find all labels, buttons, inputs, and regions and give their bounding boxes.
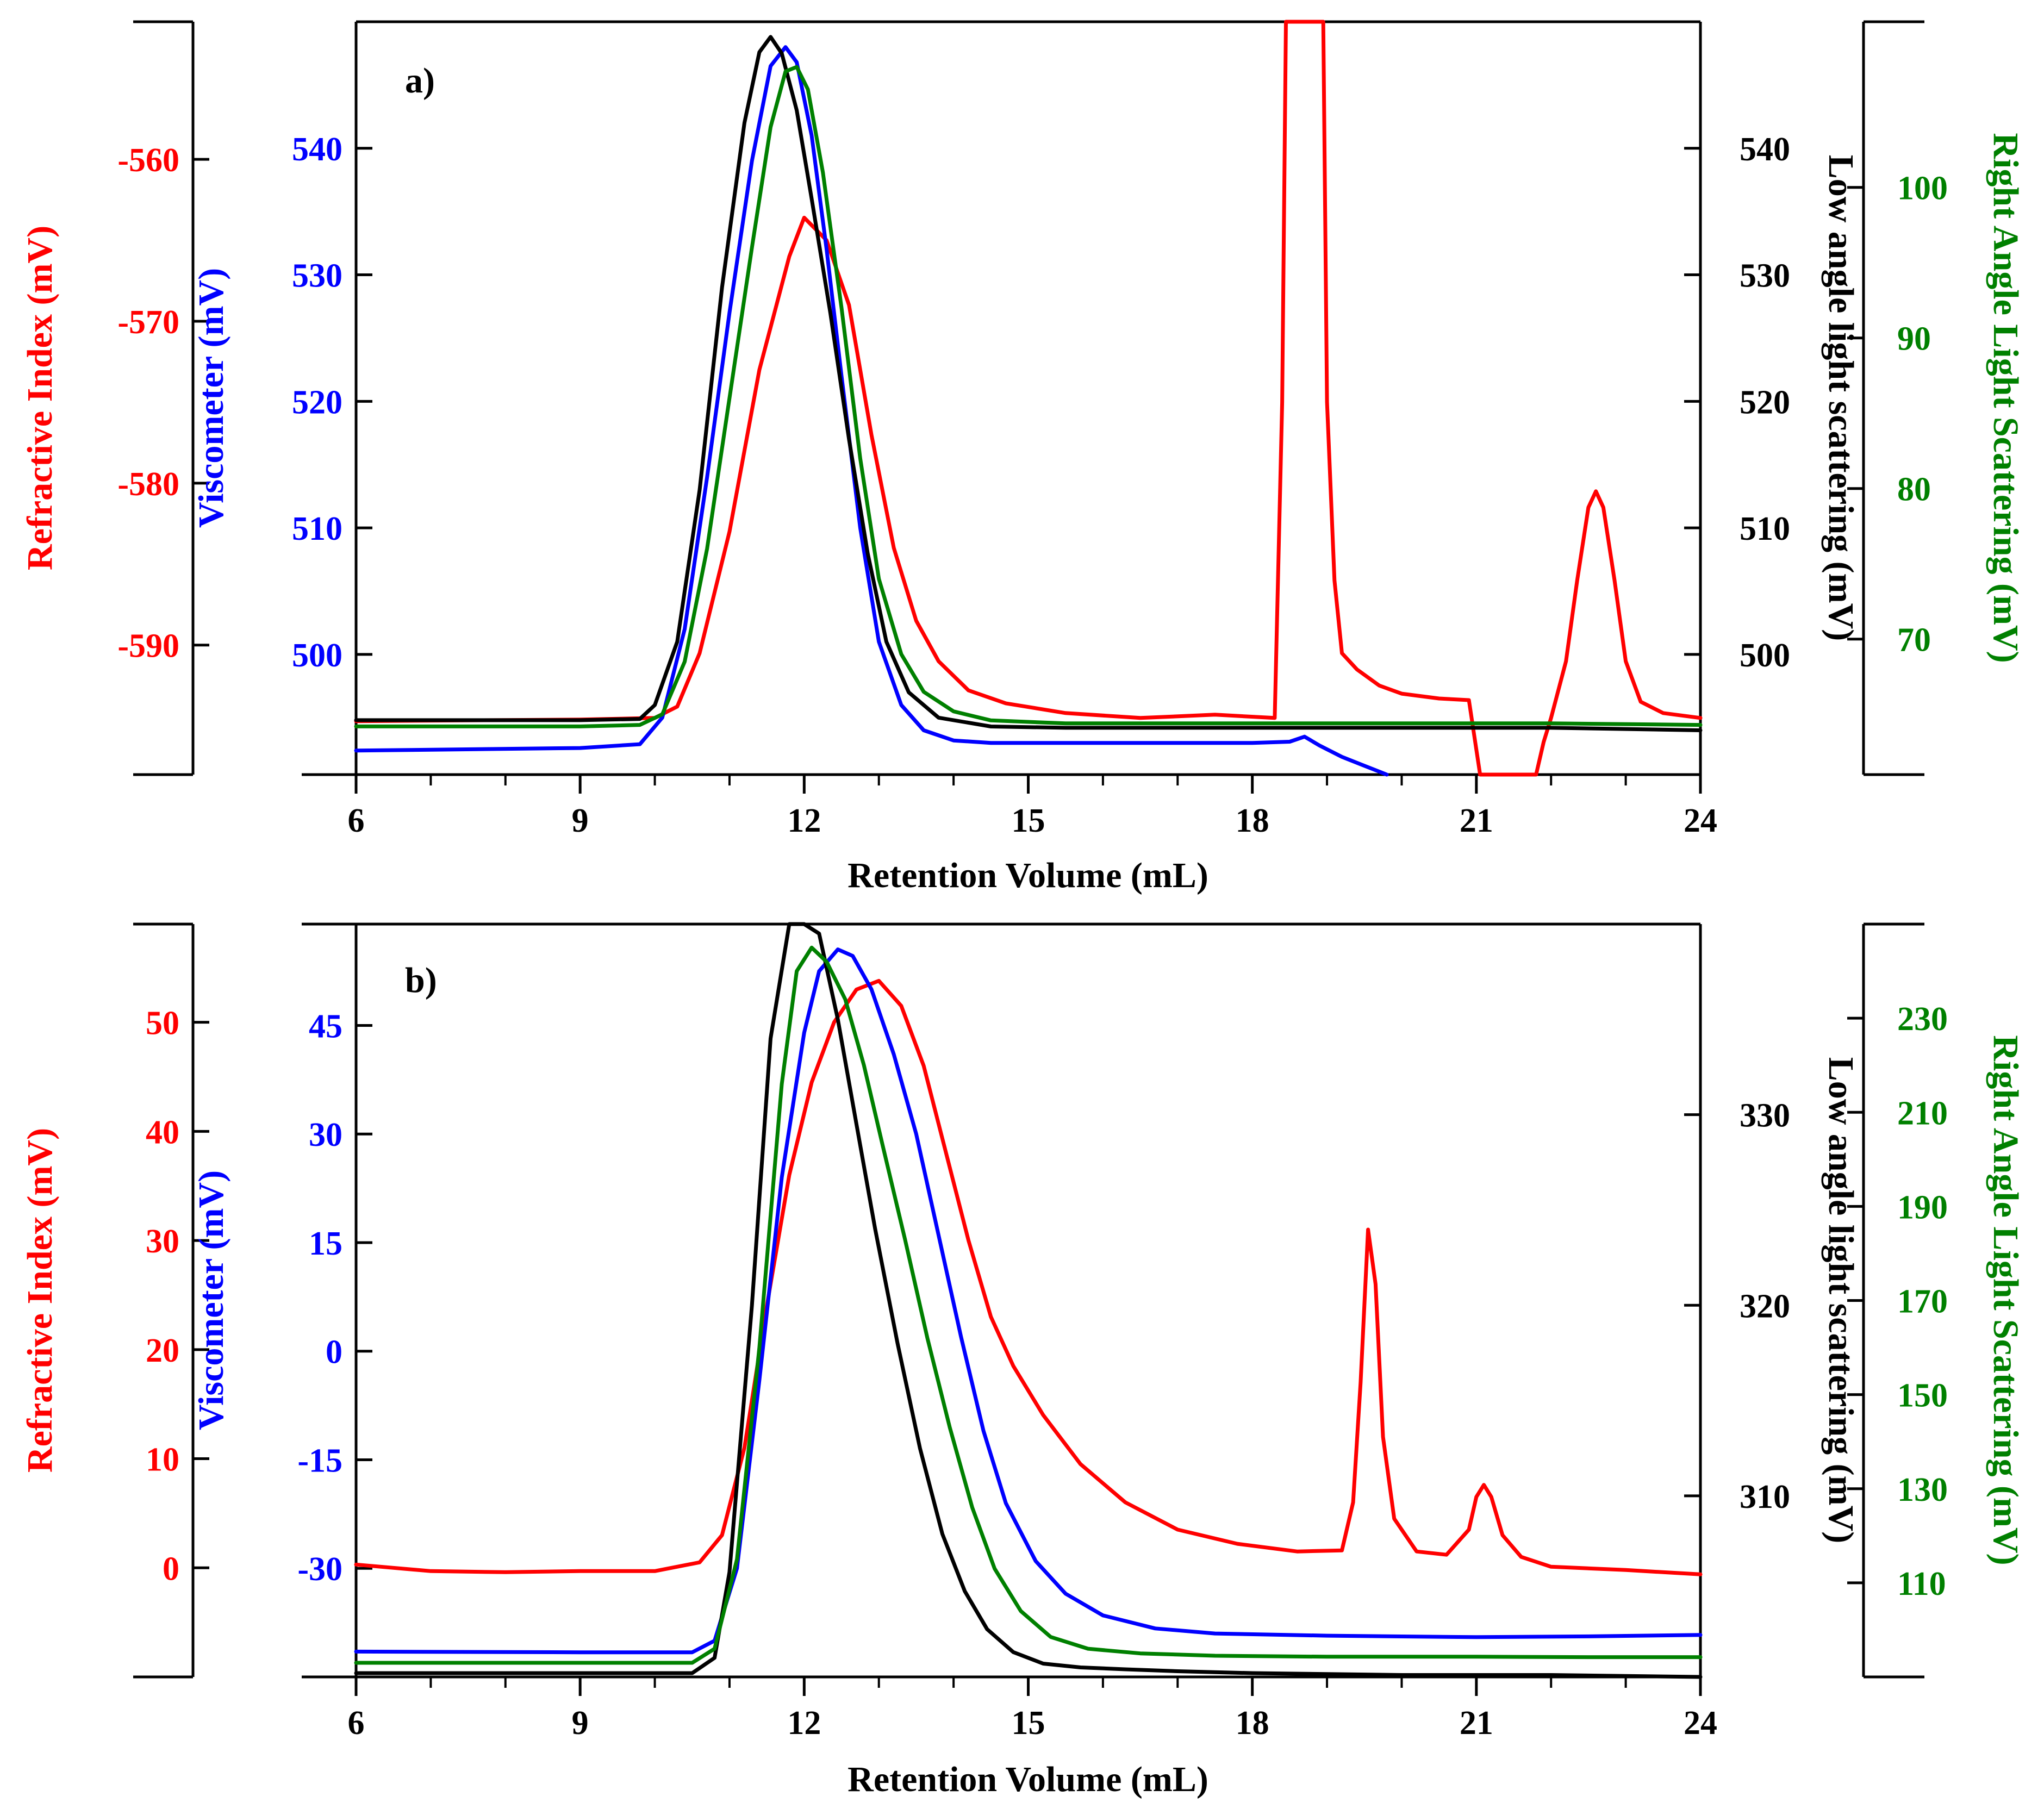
panel-a-visc-tick-label: 530 <box>292 258 342 295</box>
panel-b-series-ri-line <box>354 978 1703 1576</box>
panel-b-rals-tick-label: 150 <box>1897 1377 1948 1414</box>
panel-a-rals-tick-label: 70 <box>1897 622 1931 659</box>
panel-b-visc-tick-label: 15 <box>309 1225 342 1262</box>
panel-a-ri-axis-title: Refractive Index (mV) <box>20 226 60 570</box>
panel-a-ri-tick-label: -560 <box>117 142 179 179</box>
panel-b-ri-tick-label: 20 <box>146 1332 179 1369</box>
panel-a-ri-tick-label: -590 <box>117 628 179 665</box>
panel-a-visc-tick-label: 500 <box>292 637 342 674</box>
panel-b-x-tick-label: 24 <box>1684 1705 1717 1742</box>
panel-b-rals-tick-label: 190 <box>1897 1189 1948 1226</box>
panel-b-ri-tick-label: 40 <box>146 1114 179 1151</box>
panel-a-series-lals-line <box>354 35 1703 732</box>
panel-a-visc-tick-label: 520 <box>292 384 342 421</box>
panel-b-frame <box>133 922 1924 1679</box>
panel-a-lals-tick-label: 540 <box>1740 131 1790 168</box>
panel-b-series-lals-line <box>354 922 1703 1679</box>
panel-b-x-tick-label: 6 <box>348 1705 365 1742</box>
panel-a-x-tick-label: 6 <box>348 802 365 839</box>
panel-a-visc-axis-title: Viscometer (mV) <box>191 268 231 528</box>
panel-a-series-visc-line <box>354 45 1389 777</box>
panel-a-lals-tick-label: 520 <box>1740 384 1790 421</box>
panel-b-series-rals-line <box>354 945 1703 1665</box>
panel-b-ri-tick-label: 30 <box>146 1223 179 1260</box>
panel-b-curves <box>354 922 1703 1679</box>
panel-b-ri-tick-label: 0 <box>163 1550 179 1587</box>
panel-a-curves <box>354 20 1703 777</box>
panel-b-rals-tick-label: 110 <box>1897 1565 1946 1602</box>
panel-a: a) 6 9 12 15 18 21 24 -560-570-580-590 5405305… <box>20 20 2026 895</box>
panel-a-rals-axis-title: Right Angle Light Scattering (mV) <box>1986 133 2026 663</box>
panel-b-rals-tick-label: 210 <box>1897 1095 1948 1132</box>
panel-a-rals-tick-label: 80 <box>1897 471 1931 508</box>
panel-b-label: b) <box>405 960 437 1000</box>
panel-b-visc-tick-label: 0 <box>326 1334 342 1371</box>
panel-a-visc-ticks: 540 530 520 510 500 <box>292 131 372 674</box>
panel-a-ri-tick-label: -570 <box>117 304 179 341</box>
panel-b-lals-tick-label: 320 <box>1740 1288 1790 1325</box>
panel-b-visc-tick-label: 45 <box>309 1008 342 1045</box>
panel-a-x-tick-label: 15 <box>1012 802 1045 839</box>
panel-b-lals-tick-label: 310 <box>1740 1479 1790 1515</box>
panel-a-series-rals-line <box>354 65 1703 728</box>
panel-b-visc-tick-label: -15 <box>297 1442 342 1479</box>
panel-b-visc-axis-title: Viscometer (mV) <box>191 1170 231 1430</box>
panel-a-lals-tick-label: 530 <box>1740 258 1790 295</box>
panel-a-rals-ticks: 100 90 80 70 <box>1847 170 1948 659</box>
panel-b-lals-tick-label: 330 <box>1740 1097 1790 1134</box>
panel-a-visc-tick-label: 540 <box>292 131 342 168</box>
panel-a-ri-ticks: -560 -570 -580 -590 <box>117 142 209 665</box>
panel-b-lals-axis-title: Low angle light scattering (mV) <box>1821 1057 1861 1544</box>
panel-b-series-visc-line <box>354 947 1703 1655</box>
panel-a-x-tick-label: 12 <box>787 802 821 839</box>
panel-b-x-tick-label: 15 <box>1012 1705 1045 1742</box>
panel-a-lals-ticks: 540 530 520 510 500 <box>1684 131 1790 674</box>
panel-b-rals-tick-label: 130 <box>1897 1471 1948 1508</box>
panel-b-ri-tick-label: 10 <box>146 1442 179 1479</box>
panel-a-ri-tick-label: -580 <box>117 466 179 503</box>
panel-b-x-tick-label: 18 <box>1236 1705 1269 1742</box>
panel-b-x-tick-label: 12 <box>787 1705 821 1742</box>
panel-b-x-tick-label: 21 <box>1460 1705 1493 1742</box>
panel-b-rals-ticks: 230 210 190 170 150 130 110 <box>1847 1001 1948 1602</box>
panel-a-lals-tick-label: 500 <box>1740 637 1790 674</box>
panel-b-visc-tick-label: 30 <box>309 1117 342 1153</box>
panel-b-ri-ticks: 50 40 30 20 10 0 <box>146 1005 209 1587</box>
panel-a-rals-tick-label: 90 <box>1897 321 1931 358</box>
panel-a-x-ticks: 6 9 12 15 18 21 24 <box>348 775 1717 839</box>
panel-a-rals-tick-label: 100 <box>1897 170 1948 207</box>
panel-a-lals-axis-title: Low angle light scattering (mV) <box>1821 155 1861 641</box>
panel-a-x-tick-label: 18 <box>1236 802 1269 839</box>
panel-b-ri-axis-title: Refractive Index (mV) <box>20 1128 60 1473</box>
panel-a-x-tick-label: 24 <box>1684 802 1717 839</box>
panel-b-visc-ticks: 45 30 15 0 -15 -30 <box>297 1008 372 1588</box>
panel-b-visc-tick-label: -30 <box>297 1551 342 1588</box>
panel-a-visc-tick-label: 510 <box>292 510 342 547</box>
panel-b-lals-ticks: 330 320 310 <box>1684 1097 1790 1515</box>
panel-a-series-ri-line <box>354 20 1703 777</box>
panel-a-label: a) <box>405 61 435 101</box>
panel-b-rals-axis-title: Right Angle Light Scattering (mV) <box>1986 1035 2026 1565</box>
panel-b-x-tick-label: 9 <box>572 1705 589 1742</box>
panel-a-x-tick-label: 9 <box>572 802 589 839</box>
panel-b-rals-tick-label: 230 <box>1897 1001 1948 1038</box>
panel-b-rals-tick-label: 170 <box>1897 1283 1948 1320</box>
panel-a-lals-tick-label: 510 <box>1740 510 1790 547</box>
panel-b-ri-tick-label: 50 <box>146 1005 179 1042</box>
panel-a-frame <box>133 20 1924 776</box>
panel-a-x-tick-label: 21 <box>1460 802 1493 839</box>
panel-b-x-ticks: 6 9 12 15 18 21 24 <box>348 1677 1717 1742</box>
panel-b-x-axis-title: Retention Volume (mL) <box>847 1760 1208 1799</box>
panel-a-x-axis-title: Retention Volume (mL) <box>847 856 1208 895</box>
